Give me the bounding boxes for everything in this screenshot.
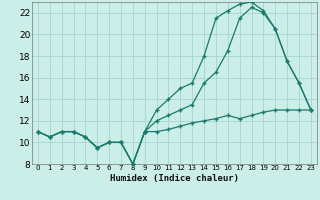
X-axis label: Humidex (Indice chaleur): Humidex (Indice chaleur): [110, 174, 239, 183]
